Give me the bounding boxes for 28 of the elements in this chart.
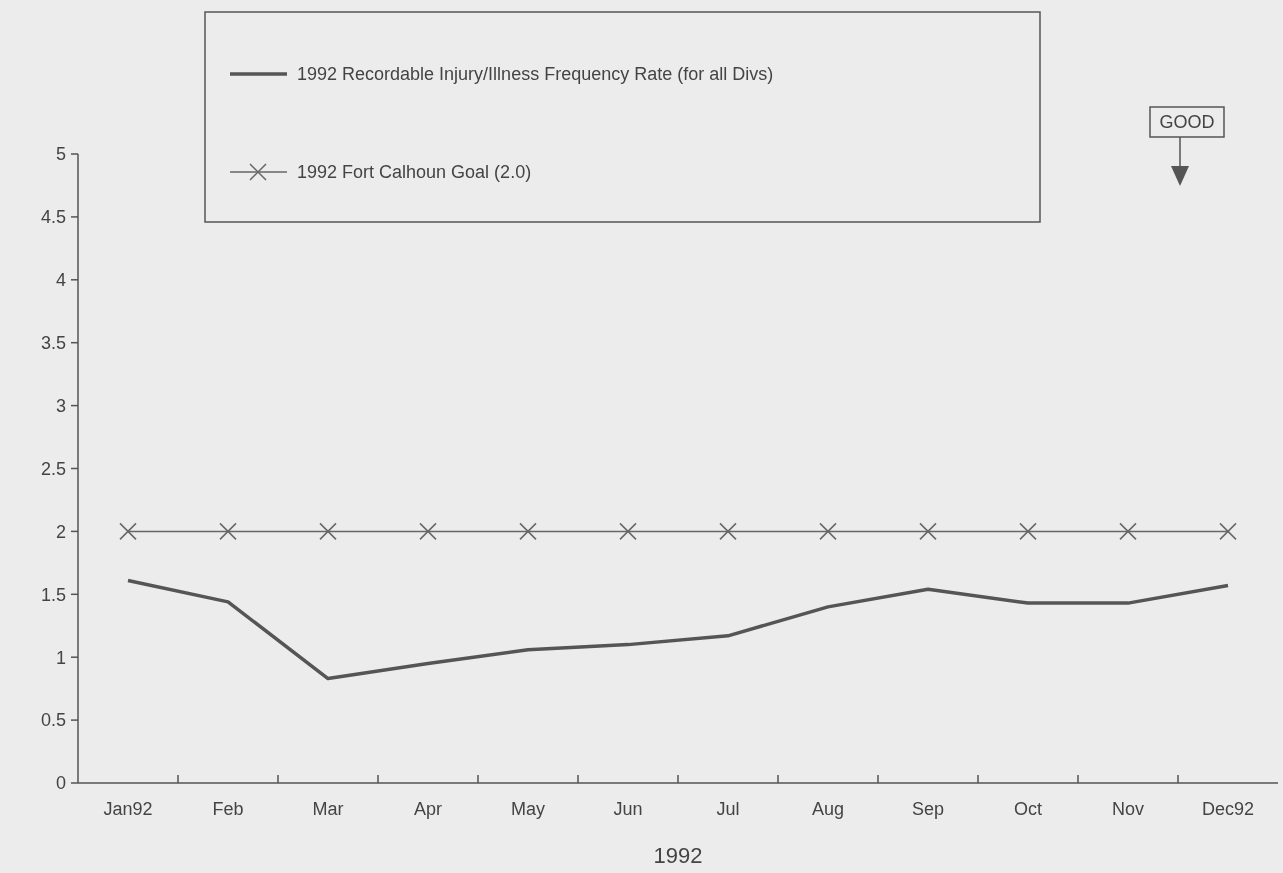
x-tick-label: Feb <box>212 799 244 819</box>
x-axis-title: 1992 <box>653 843 703 868</box>
x-tick-label: Nov <box>1111 799 1145 819</box>
y-tick-label: 0.5 <box>40 710 66 731</box>
y-tick-label: 4.5 <box>40 207 66 228</box>
x-tick-label: Jan92 <box>103 799 153 819</box>
x-tick-label: Sep <box>911 799 945 819</box>
legend-label: 1992 Recordable Injury/Illness Frequency Rate (for all Divs) <box>297 64 774 85</box>
y-tick-label: 4 <box>55 270 66 291</box>
legend-label: 1992 Fort Calhoun Goal (2.0) <box>297 162 532 183</box>
x-tick-label: Aug <box>811 799 845 819</box>
line-series <box>126 578 1230 681</box>
y-tick-label: 3 <box>55 395 66 416</box>
y-tick-label: 0 <box>55 773 66 794</box>
x-tick-label: May <box>510 799 546 819</box>
y-tick-label: 5 <box>55 144 66 165</box>
y-tick-label: 2.5 <box>40 458 66 479</box>
x-tick-label: Apr <box>413 799 443 819</box>
x-tick-label: Jul <box>716 799 740 819</box>
x-tick-label: Oct <box>1013 799 1043 819</box>
y-tick-label: 1 <box>55 647 66 668</box>
x-tick-label: Jun <box>613 799 643 819</box>
y-tick-label: 3.5 <box>40 333 66 353</box>
x-tick-label: Dec92 <box>1201 799 1255 819</box>
x-tick-label: Mar <box>312 799 344 819</box>
y-tick-label: 1.5 <box>40 584 66 605</box>
y-tick-label: 2 <box>55 521 66 542</box>
text: GOOD <box>1159 112 1215 133</box>
